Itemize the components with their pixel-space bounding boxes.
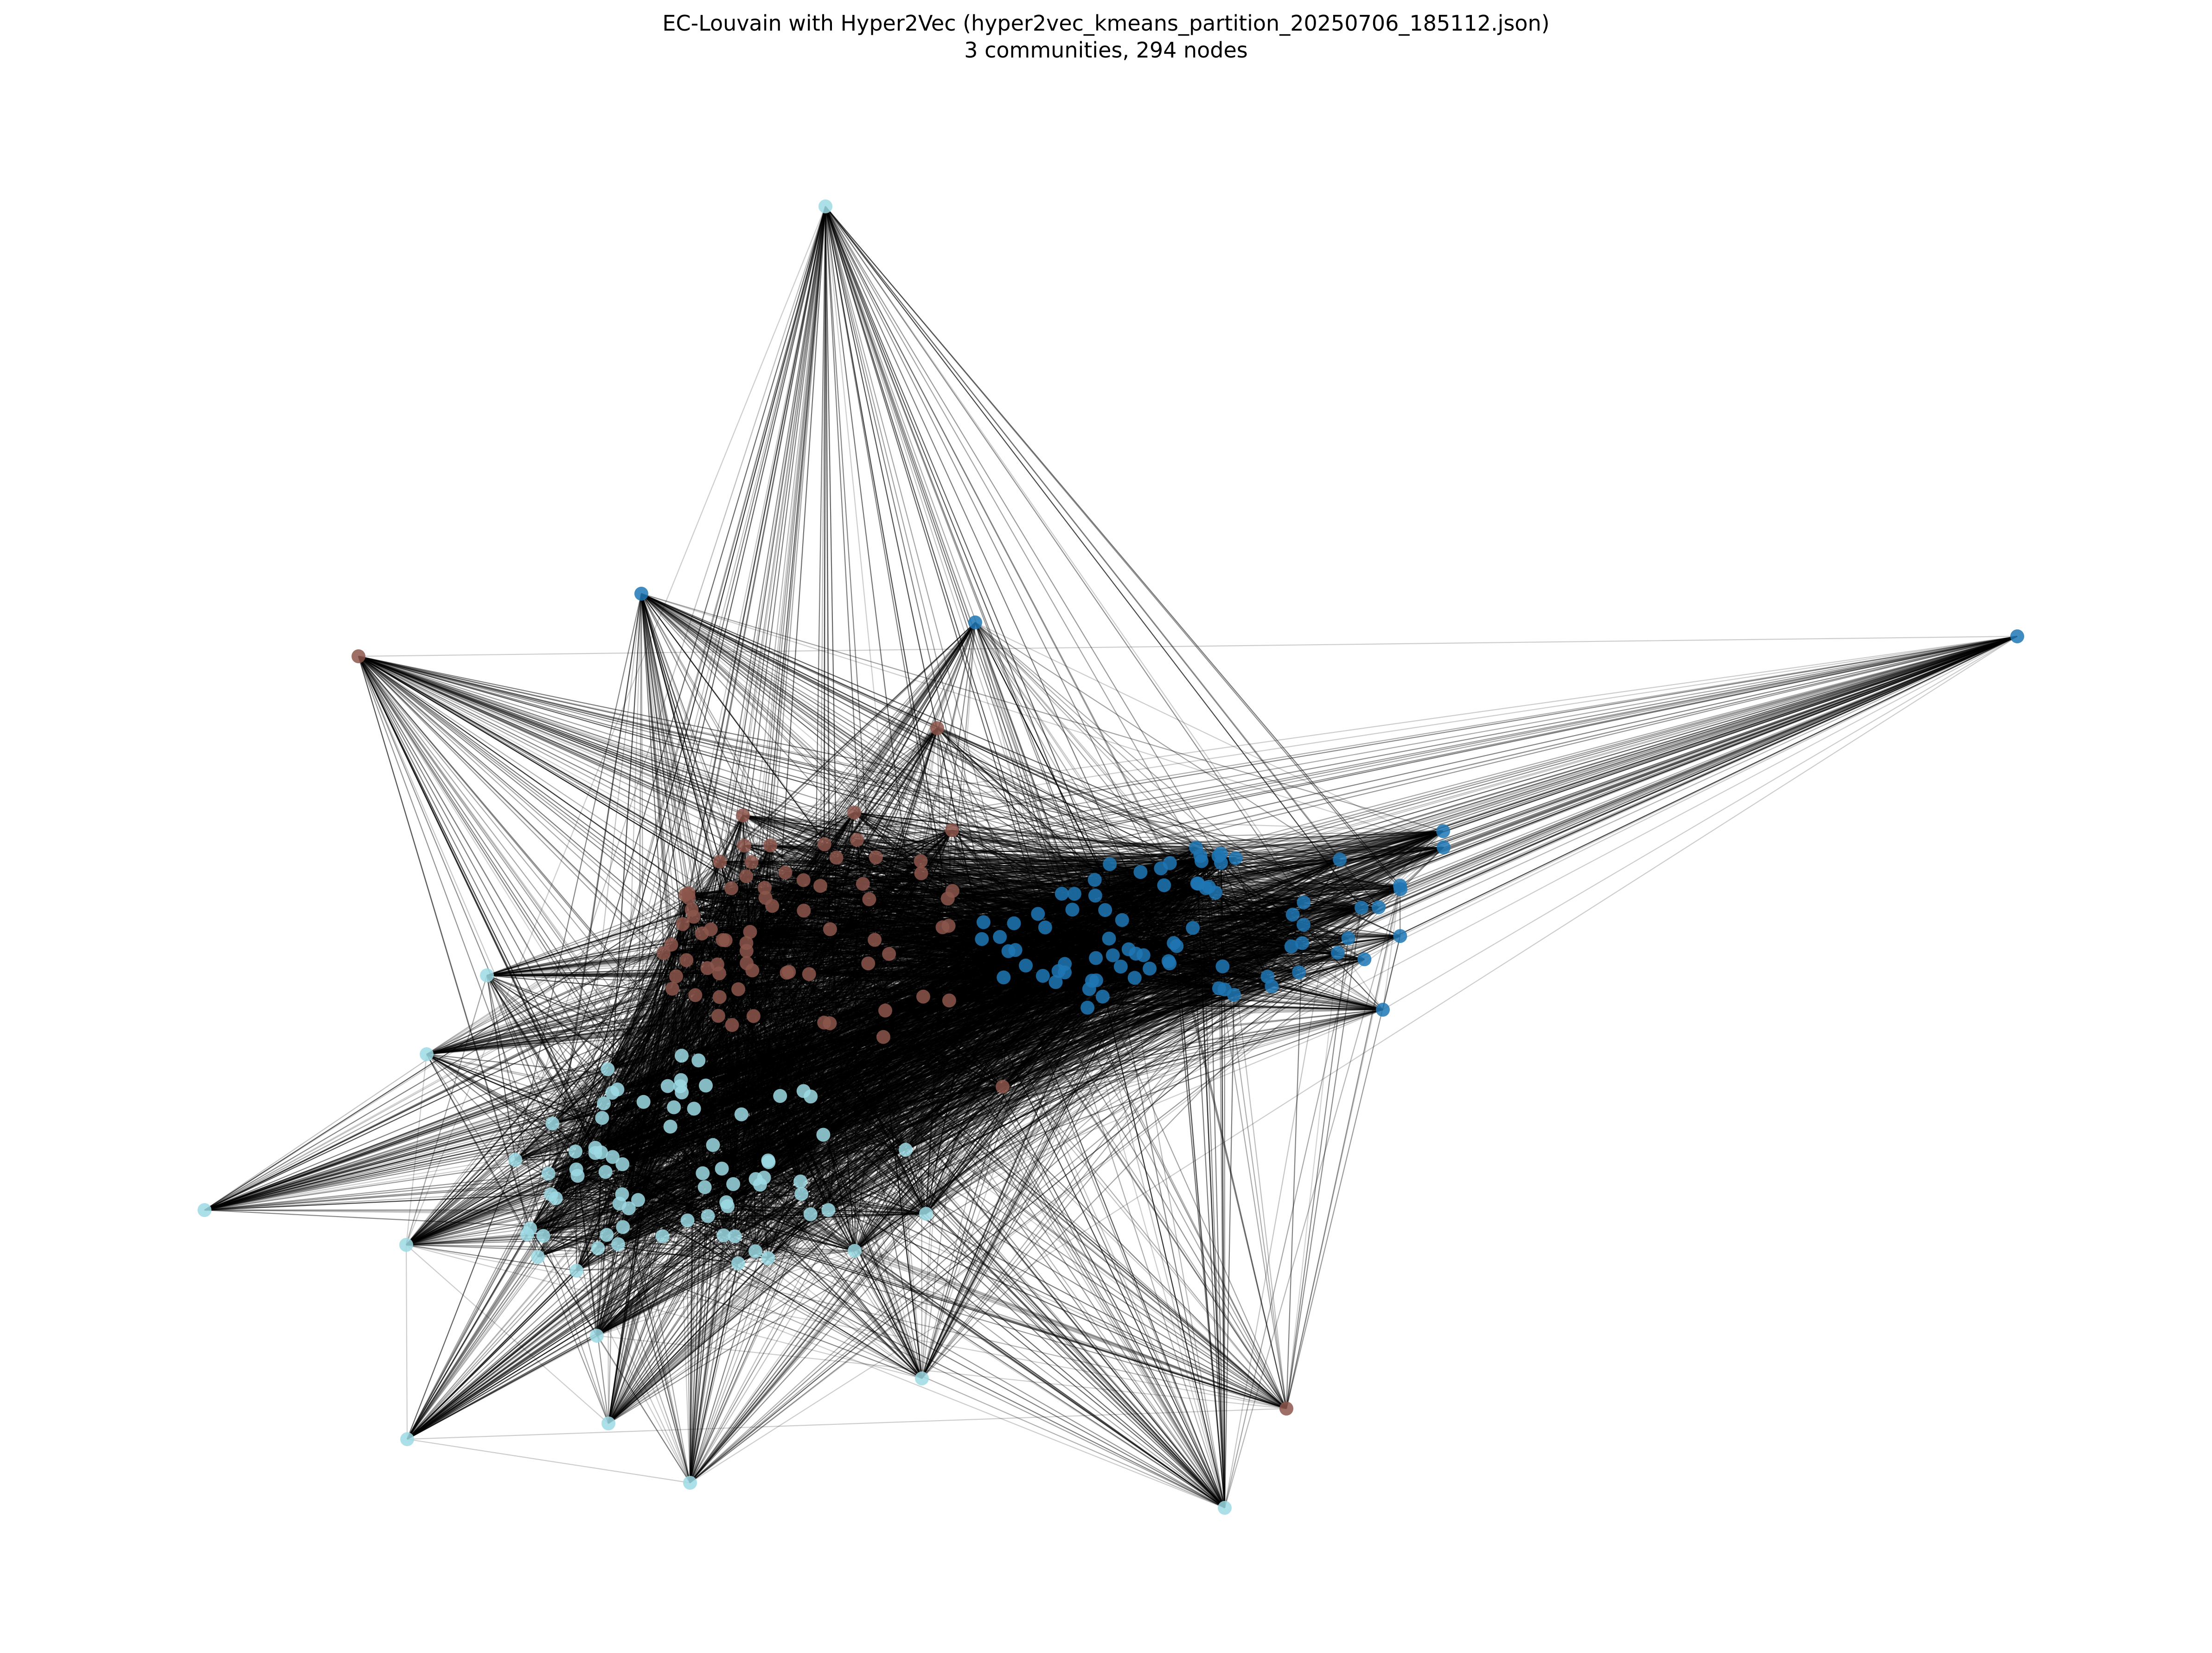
network-graph: EC-Louvain with Hyper2Vec (hyper2vec_kme… [0,0,2212,1651]
network-figure: EC-Louvain with Hyper2Vec (hyper2vec_kme… [0,0,2212,1651]
